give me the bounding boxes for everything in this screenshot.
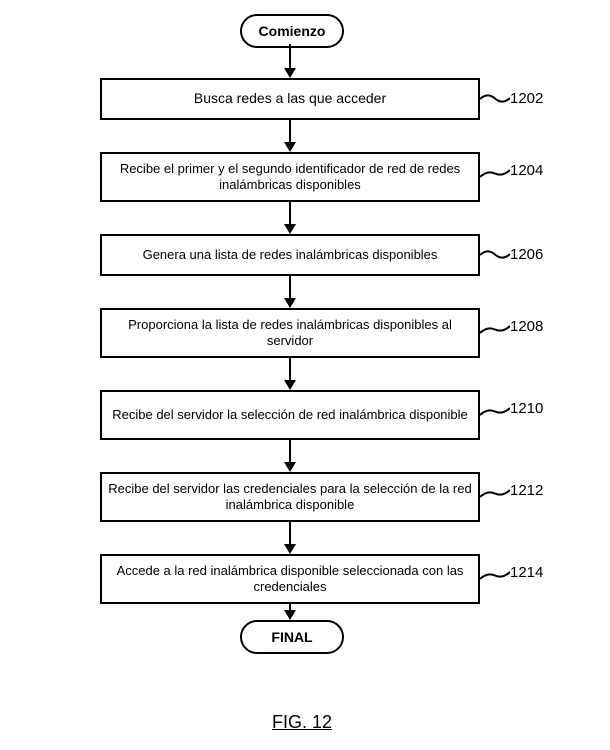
- arrow-line-2: [289, 202, 291, 224]
- step-box-1202: Busca redes a las que acceder: [100, 78, 480, 120]
- arrow-head-4: [284, 380, 296, 390]
- step-box-1206: Genera una lista de redes inalámbricas d…: [100, 234, 480, 276]
- step-label-1212: 1212: [510, 482, 543, 499]
- flowchart-canvas: Comienzo FINAL Busca redes a las que acced…: [0, 0, 610, 750]
- step-label-1202: 1202: [510, 90, 543, 107]
- end-terminal: FINAL: [240, 620, 344, 654]
- start-terminal-label: Comienzo: [259, 23, 326, 39]
- end-terminal-label: FINAL: [271, 629, 312, 645]
- step-text: Recibe del servidor las credenciales par…: [108, 481, 472, 514]
- arrow-head-1: [284, 142, 296, 152]
- connector-2: [480, 244, 510, 265]
- step-label-1206: 1206: [510, 246, 543, 263]
- figure-caption: FIG. 12: [272, 712, 332, 733]
- step-text: Genera una lista de redes inalámbricas d…: [143, 247, 438, 263]
- step-box-1204: Recibe el primer y el segundo identifica…: [100, 152, 480, 202]
- step-label-1204: 1204: [510, 162, 543, 179]
- connector-5: [480, 480, 510, 507]
- arrow-line-1: [289, 120, 291, 142]
- step-box-1214: Accede a la red inalámbrica disponible s…: [100, 554, 480, 604]
- arrow-head-5: [284, 462, 296, 472]
- connector-6: [480, 562, 510, 589]
- connector-3: [480, 316, 510, 343]
- arrow-line-0: [289, 44, 291, 68]
- arrow-line-5: [289, 440, 291, 462]
- arrow-head-7: [284, 610, 296, 620]
- arrow-head-3: [284, 298, 296, 308]
- connector-1: [480, 160, 510, 187]
- step-text: Busca redes a las que acceder: [194, 90, 386, 108]
- arrow-head-0: [284, 68, 296, 78]
- start-terminal: Comienzo: [240, 14, 344, 48]
- connector-4: [480, 398, 510, 425]
- step-label-1210: 1210: [510, 400, 543, 417]
- step-label-1214: 1214: [510, 564, 543, 581]
- step-text: Accede a la red inalámbrica disponible s…: [108, 563, 472, 596]
- arrow-head-2: [284, 224, 296, 234]
- step-box-1208: Proporciona la lista de redes inalámbric…: [100, 308, 480, 358]
- arrow-head-6: [284, 544, 296, 554]
- step-label-1208: 1208: [510, 318, 543, 335]
- step-text: Recibe el primer y el segundo identifica…: [108, 161, 472, 194]
- connector-0: [480, 88, 510, 109]
- arrow-line-4: [289, 358, 291, 380]
- step-box-1210: Recibe del servidor la selección de red …: [100, 390, 480, 440]
- arrow-line-3: [289, 276, 291, 298]
- step-box-1212: Recibe del servidor las credenciales par…: [100, 472, 480, 522]
- step-text: Proporciona la lista de redes inalámbric…: [108, 317, 472, 350]
- step-text: Recibe del servidor la selección de red …: [112, 407, 468, 423]
- arrow-line-6: [289, 522, 291, 544]
